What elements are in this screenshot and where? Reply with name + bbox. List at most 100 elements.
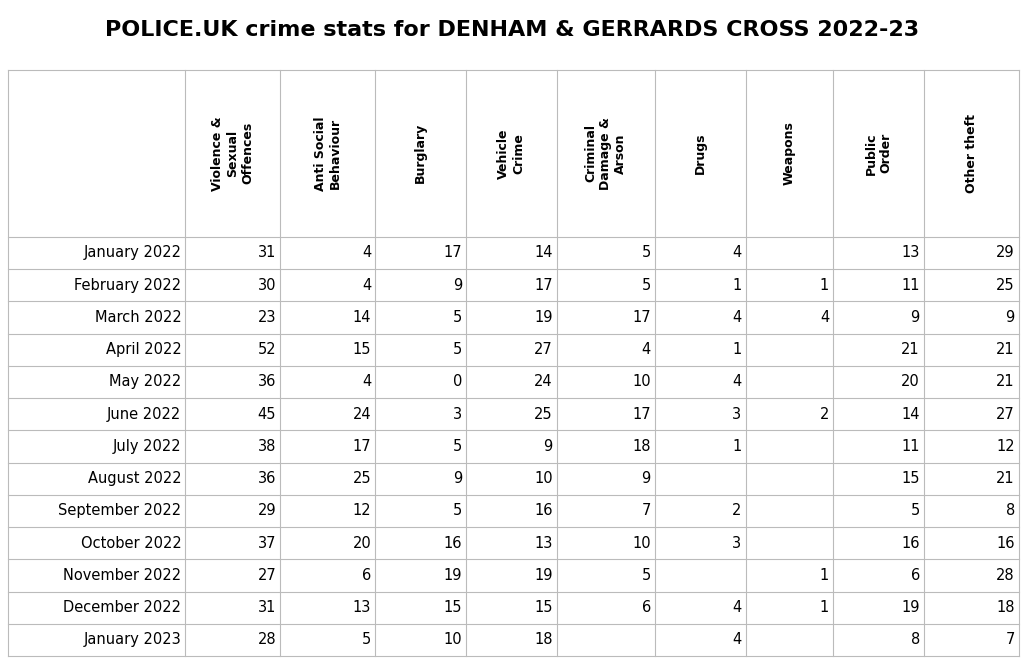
Text: 0: 0 [453, 374, 462, 389]
Text: 29: 29 [258, 503, 276, 519]
Text: 24: 24 [352, 406, 372, 422]
Text: 7: 7 [641, 503, 651, 519]
Text: 17: 17 [632, 310, 651, 325]
Text: 5: 5 [642, 568, 651, 583]
Text: 14: 14 [352, 310, 372, 325]
Text: April 2022: April 2022 [105, 342, 181, 357]
Text: 20: 20 [901, 374, 920, 389]
Text: 4: 4 [732, 310, 741, 325]
Text: Criminal
Damage &
Arson: Criminal Damage & Arson [585, 117, 628, 190]
Text: 6: 6 [362, 568, 372, 583]
Text: 21: 21 [996, 342, 1015, 357]
Text: 24: 24 [535, 374, 553, 389]
Text: August 2022: August 2022 [88, 471, 181, 486]
Text: 9: 9 [910, 310, 920, 325]
Text: 15: 15 [535, 600, 553, 615]
Text: 1: 1 [732, 439, 741, 454]
Text: June 2022: June 2022 [108, 406, 181, 422]
Text: November 2022: November 2022 [63, 568, 181, 583]
Text: 17: 17 [632, 406, 651, 422]
Text: 1: 1 [820, 278, 829, 293]
Text: 13: 13 [901, 246, 920, 260]
Text: 16: 16 [443, 536, 462, 550]
Text: December 2022: December 2022 [63, 600, 181, 615]
Text: 12: 12 [352, 503, 372, 519]
Text: 9: 9 [1006, 310, 1015, 325]
Text: 38: 38 [258, 439, 276, 454]
Text: Vehicle
Crime: Vehicle Crime [498, 128, 525, 179]
Text: 9: 9 [453, 278, 462, 293]
Text: 11: 11 [901, 278, 920, 293]
Text: January 2022: January 2022 [83, 246, 181, 260]
Text: January 2023: January 2023 [84, 632, 181, 647]
Text: 10: 10 [443, 632, 462, 647]
Text: 12: 12 [996, 439, 1015, 454]
Text: 45: 45 [258, 406, 276, 422]
Text: Drugs: Drugs [694, 133, 707, 174]
Text: 29: 29 [996, 246, 1015, 260]
Text: July 2022: July 2022 [113, 439, 181, 454]
Text: 10: 10 [632, 374, 651, 389]
Text: 7: 7 [1006, 632, 1015, 647]
Text: 11: 11 [901, 439, 920, 454]
Text: 5: 5 [453, 310, 462, 325]
Text: 30: 30 [258, 278, 276, 293]
Text: 5: 5 [642, 278, 651, 293]
Text: 6: 6 [910, 568, 920, 583]
Text: 1: 1 [820, 568, 829, 583]
Text: 27: 27 [534, 342, 553, 357]
Text: 4: 4 [362, 374, 372, 389]
Text: 10: 10 [632, 536, 651, 550]
Text: 19: 19 [443, 568, 462, 583]
Text: 25: 25 [996, 278, 1015, 293]
Text: 28: 28 [996, 568, 1015, 583]
Text: 4: 4 [732, 632, 741, 647]
Text: February 2022: February 2022 [74, 278, 181, 293]
Text: 4: 4 [642, 342, 651, 357]
Text: 20: 20 [352, 536, 372, 550]
Text: Weapons: Weapons [783, 122, 796, 185]
Text: 13: 13 [353, 600, 372, 615]
Text: 21: 21 [996, 471, 1015, 486]
Text: 16: 16 [535, 503, 553, 519]
Text: October 2022: October 2022 [81, 536, 181, 550]
Text: 4: 4 [732, 374, 741, 389]
Text: 5: 5 [362, 632, 372, 647]
Text: 2: 2 [732, 503, 741, 519]
Text: 23: 23 [258, 310, 276, 325]
Text: Burglary: Burglary [414, 123, 427, 183]
Text: 15: 15 [352, 342, 372, 357]
Text: 15: 15 [443, 600, 462, 615]
Text: 37: 37 [258, 536, 276, 550]
Text: 18: 18 [632, 439, 651, 454]
Text: September 2022: September 2022 [58, 503, 181, 519]
Text: Other theft: Other theft [965, 114, 978, 193]
Text: 5: 5 [642, 246, 651, 260]
Text: 8: 8 [910, 632, 920, 647]
Text: Public
Order: Public Order [864, 132, 893, 175]
Text: 17: 17 [443, 246, 462, 260]
Text: 8: 8 [1006, 503, 1015, 519]
Text: 3: 3 [732, 406, 741, 422]
Text: 14: 14 [535, 246, 553, 260]
Text: 21: 21 [901, 342, 920, 357]
Text: 15: 15 [901, 471, 920, 486]
Text: 13: 13 [535, 536, 553, 550]
Text: 5: 5 [453, 342, 462, 357]
Text: POLICE.UK crime stats for DENHAM & GERRARDS CROSS 2022-23: POLICE.UK crime stats for DENHAM & GERRA… [104, 20, 920, 40]
Text: 5: 5 [910, 503, 920, 519]
Text: 4: 4 [732, 246, 741, 260]
Text: 16: 16 [901, 536, 920, 550]
Text: 9: 9 [544, 439, 553, 454]
Text: 5: 5 [453, 503, 462, 519]
Text: 4: 4 [362, 246, 372, 260]
Text: 10: 10 [535, 471, 553, 486]
Text: 9: 9 [453, 471, 462, 486]
Text: 25: 25 [352, 471, 372, 486]
Text: 25: 25 [535, 406, 553, 422]
Text: March 2022: March 2022 [94, 310, 181, 325]
Text: 1: 1 [820, 600, 829, 615]
Text: 19: 19 [535, 568, 553, 583]
Text: 18: 18 [996, 600, 1015, 615]
Text: 4: 4 [732, 600, 741, 615]
